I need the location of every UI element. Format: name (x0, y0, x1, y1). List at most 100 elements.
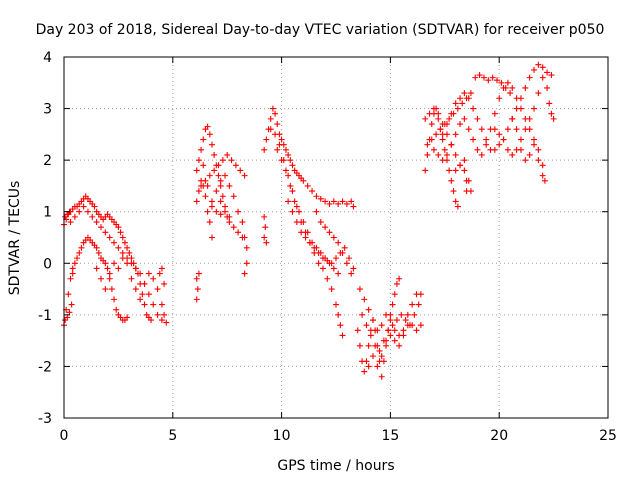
data-point (452, 167, 459, 174)
data-point (539, 172, 546, 179)
data-point (383, 337, 390, 344)
data-point (393, 280, 400, 287)
data-point (413, 327, 420, 334)
data-point (141, 280, 148, 287)
data-point (417, 322, 424, 329)
data-point (237, 167, 244, 174)
data-point (461, 167, 468, 174)
data-point (430, 146, 437, 153)
data-point (219, 157, 226, 164)
data-point (208, 234, 215, 241)
data-point (161, 311, 168, 318)
data-point (383, 311, 390, 318)
data-point (535, 61, 542, 68)
data-point (322, 224, 329, 231)
data-point (202, 177, 209, 184)
data-point (389, 322, 396, 329)
data-point (387, 332, 394, 339)
data-point (548, 110, 555, 117)
data-point (230, 224, 237, 231)
data-point (509, 84, 516, 91)
data-point (291, 198, 298, 205)
data-point (402, 317, 409, 324)
data-point (195, 188, 202, 195)
data-point (391, 327, 398, 334)
data-point (361, 368, 368, 375)
data-point (391, 337, 398, 344)
data-point (106, 275, 113, 282)
data-point (111, 296, 118, 303)
data-point (76, 249, 83, 256)
data-point (111, 260, 118, 267)
data-point (300, 219, 307, 226)
data-point (350, 265, 357, 272)
data-point (111, 239, 118, 246)
data-point (161, 280, 168, 287)
data-point (383, 342, 390, 349)
data-point (222, 203, 229, 210)
y-axis-label: SDTVAR / TECUs (7, 181, 23, 296)
data-point (374, 363, 381, 370)
data-point (454, 105, 461, 112)
data-point (315, 260, 322, 267)
data-point (108, 286, 115, 293)
data-point (531, 141, 538, 148)
data-point (317, 195, 324, 202)
data-point (97, 275, 104, 282)
data-point (500, 136, 507, 143)
data-point (145, 291, 152, 298)
data-point (337, 322, 344, 329)
data-point (208, 141, 215, 148)
data-point (93, 244, 100, 251)
data-point (544, 69, 551, 76)
data-point (285, 198, 292, 205)
data-point (274, 146, 281, 153)
data-point (478, 126, 485, 133)
data-point (409, 301, 416, 308)
data-point (282, 167, 289, 174)
data-point (163, 319, 170, 326)
data-point (137, 296, 144, 303)
data-point (261, 213, 268, 220)
data-point (324, 275, 331, 282)
data-point (443, 151, 450, 158)
data-point (132, 286, 139, 293)
data-point (204, 208, 211, 215)
data-point (158, 301, 165, 308)
data-point (322, 198, 329, 205)
data-point (354, 327, 361, 334)
data-point (441, 146, 448, 153)
data-point (459, 100, 466, 107)
data-point (324, 257, 331, 264)
data-point (222, 208, 229, 215)
data-point (289, 162, 296, 169)
data-point (448, 141, 455, 148)
data-point (193, 198, 200, 205)
data-point (202, 193, 209, 200)
data-point (226, 219, 233, 226)
data-point (369, 353, 376, 360)
data-point (124, 314, 131, 321)
data-point (513, 126, 520, 133)
data-point (211, 151, 218, 158)
data-point (328, 260, 335, 267)
data-point (509, 151, 516, 158)
y-tick-label: 1 (43, 205, 52, 221)
data-point (363, 358, 370, 365)
data-point (448, 110, 455, 117)
data-point (132, 265, 139, 272)
data-point (274, 121, 281, 128)
data-point (137, 270, 144, 277)
data-point (319, 265, 326, 272)
chart-title: Day 203 of 2018, Sidereal Day-to-day VTE… (36, 22, 605, 38)
data-point (439, 131, 446, 138)
x-tick-label: 25 (599, 428, 617, 444)
data-point (476, 72, 483, 79)
data-point (272, 131, 279, 138)
data-point (128, 275, 135, 282)
data-point (339, 198, 346, 205)
data-point (317, 219, 324, 226)
data-point (287, 157, 294, 164)
data-point (206, 219, 213, 226)
data-point (67, 275, 74, 282)
